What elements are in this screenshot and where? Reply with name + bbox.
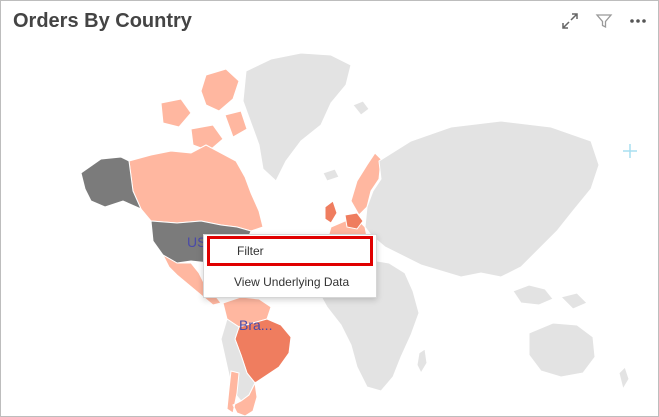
context-menu-filter[interactable]: Filter: [207, 236, 373, 266]
region-label-brazil: Bra...: [239, 317, 273, 333]
map-region-southeast-asia[interactable]: [512, 284, 588, 310]
map-region-madagascar[interactable]: [416, 348, 428, 375]
map-region-argentina[interactable]: [226, 370, 258, 416]
map-region-eurasia[interactable]: [364, 120, 600, 278]
filter-icon[interactable]: [594, 11, 614, 31]
map-region-uk[interactable]: [324, 200, 338, 224]
expand-icon[interactable]: [560, 11, 580, 31]
map-region-svalbard[interactable]: [352, 100, 370, 116]
map-region-canada-arctic[interactable]: [160, 68, 248, 152]
map-region-canada[interactable]: [128, 144, 264, 232]
map-region-new-zealand[interactable]: [618, 366, 630, 391]
map-region-iceland[interactable]: [322, 168, 340, 182]
map-region-germany[interactable]: [344, 212, 364, 230]
map-region-australia[interactable]: [528, 322, 596, 378]
map-region-alaska[interactable]: [80, 156, 142, 210]
more-icon[interactable]: [628, 11, 648, 31]
widget-toolbar: [560, 11, 648, 31]
widget-title: Orders By Country: [13, 10, 192, 32]
world-map: [80, 52, 630, 416]
context-menu-view-underlying-data[interactable]: View Underlying Data: [234, 275, 350, 289]
plus-icon[interactable]: [621, 142, 639, 160]
map-region-greenland[interactable]: [242, 52, 352, 182]
context-menu: Filter View Underlying Data: [203, 234, 377, 298]
region-label-usa: US: [187, 234, 207, 250]
